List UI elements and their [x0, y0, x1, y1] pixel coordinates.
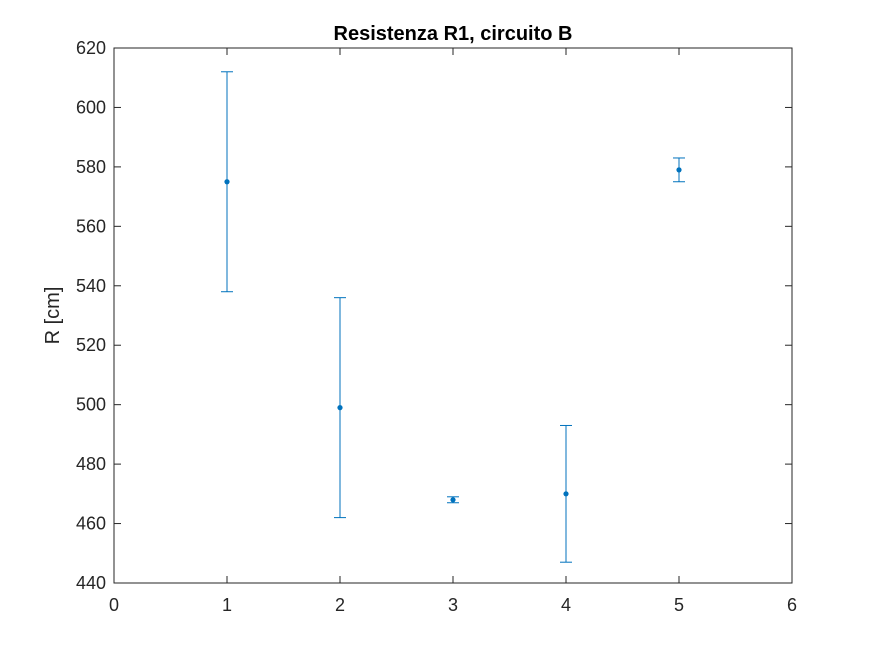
- y-tick-label: 540: [76, 276, 106, 296]
- y-tick-label: 500: [76, 395, 106, 415]
- data-point: [563, 491, 569, 497]
- x-tick-label: 3: [448, 595, 458, 615]
- y-tick-label: 600: [76, 97, 106, 117]
- y-tick-label: 560: [76, 216, 106, 236]
- x-tick-label: 5: [674, 595, 684, 615]
- y-tick-label: 520: [76, 335, 106, 355]
- y-tick-label: 440: [76, 573, 106, 593]
- data-point: [676, 167, 682, 173]
- y-tick-label: 480: [76, 454, 106, 474]
- x-tick-label: 2: [335, 595, 345, 615]
- x-tick-label: 1: [222, 595, 232, 615]
- data-point: [224, 179, 230, 185]
- x-tick-label: 0: [109, 595, 119, 615]
- x-tick-label: 6: [787, 595, 797, 615]
- y-tick-label: 580: [76, 157, 106, 177]
- y-tick-label: 620: [76, 38, 106, 58]
- axes-box: [113, 47, 793, 584]
- y-tick-label: 460: [76, 514, 106, 534]
- y-axis-label: R [cm]: [42, 287, 64, 345]
- data-point: [337, 405, 343, 411]
- x-tick-label: 4: [561, 595, 571, 615]
- data-point: [450, 497, 456, 503]
- chart-title: Resistenza R1, circuito B: [334, 23, 573, 45]
- marks-layer: [221, 71, 685, 563]
